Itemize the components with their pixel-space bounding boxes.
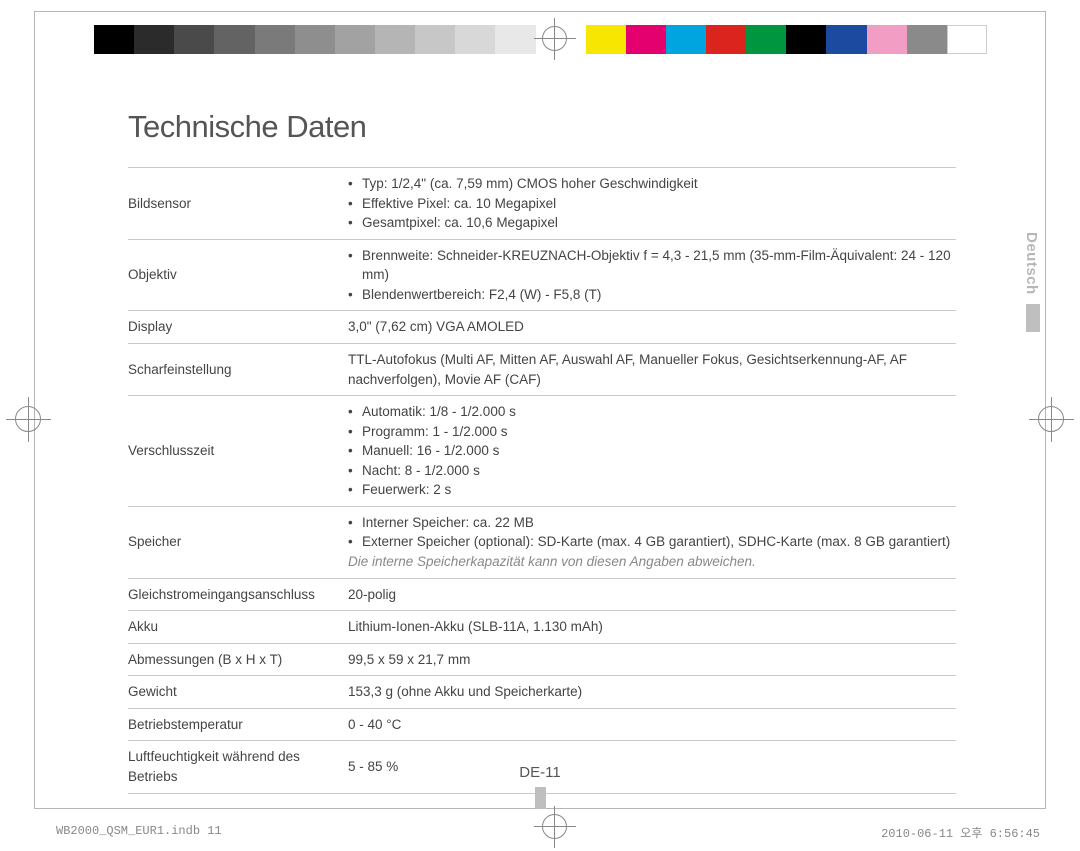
color-swatch [947, 25, 987, 54]
color-swatch [626, 25, 666, 54]
color-swatch [214, 25, 254, 54]
spec-value: Brennweite: Schneider-KREUZNACH-Objektiv… [348, 239, 956, 311]
spec-bullet: Gesamtpixel: ca. 10,6 Megapixel [348, 213, 956, 233]
language-tab: Deutsch [1022, 220, 1046, 340]
color-swatch [786, 25, 826, 54]
spec-key: Gleichstromeingangsanschluss [128, 578, 348, 611]
spec-bullet: Manuell: 16 - 1/2.000 s [348, 441, 956, 461]
color-swatch [706, 25, 746, 54]
table-row: Gleichstromeingangsanschluss20-polig [128, 578, 956, 611]
spec-key: Scharfeinstellung [128, 343, 348, 395]
color-swatch [907, 25, 947, 54]
color-swatch [174, 25, 214, 54]
table-row: Display3,0" (7,62 cm) VGA AMOLED [128, 311, 956, 344]
color-swatch [295, 25, 335, 54]
spec-value: 3,0" (7,62 cm) VGA AMOLED [348, 311, 956, 344]
spec-bullet: Feuerwerk: 2 s [348, 480, 956, 500]
registration-mark-top [534, 18, 576, 60]
color-swatch [746, 25, 786, 54]
spec-key: Gewicht [128, 676, 348, 709]
table-row: SpeicherInterner Speicher: ca. 22 MBExte… [128, 506, 956, 578]
page-number: DE-11 [519, 764, 560, 781]
spec-value: 0 - 40 °C [348, 708, 956, 741]
color-swatch [415, 25, 455, 54]
table-row: VerschlusszeitAutomatik: 1/8 - 1/2.000 s… [128, 396, 956, 507]
spec-value: Lithium-Ionen-Akku (SLB-11A, 1.130 mAh) [348, 611, 956, 644]
spec-bullet: Automatik: 1/8 - 1/2.000 s [348, 402, 956, 422]
spec-key: Display [128, 311, 348, 344]
spec-table: BildsensorTyp: 1/2,4" (ca. 7,59 mm) CMOS… [128, 167, 956, 794]
page-number-block: DE-11 [0, 764, 1080, 809]
spec-value: Interner Speicher: ca. 22 MBExterner Spe… [348, 506, 956, 578]
spec-bullet: Nacht: 8 - 1/2.000 s [348, 461, 956, 481]
spec-key: Bildsensor [128, 168, 348, 240]
color-swatch [495, 25, 535, 54]
spec-bullet: Blendenwertbereich: F2,4 (W) - F5,8 (T) [348, 285, 956, 305]
spec-key: Akku [128, 611, 348, 644]
spec-bullet: Brennweite: Schneider-KREUZNACH-Objektiv… [348, 246, 956, 285]
registration-mark-left [6, 397, 51, 442]
color-swatch [455, 25, 495, 54]
table-row: ObjektivBrennweite: Schneider-KREUZNACH-… [128, 239, 956, 311]
spec-bullet: Typ: 1/2,4" (ca. 7,59 mm) CMOS hoher Ges… [348, 174, 956, 194]
footer-filename: WB2000_QSM_EUR1.indb 11 [56, 824, 222, 838]
language-tab-bar [1026, 304, 1040, 332]
color-swatch [826, 25, 866, 54]
spec-key: Verschlusszeit [128, 396, 348, 507]
page-title: Technische Daten [128, 109, 956, 145]
spec-value: 153,3 g (ohne Akku und Speicherkarte) [348, 676, 956, 709]
spec-note: Die interne Speicherkapazität kann von d… [348, 552, 956, 572]
color-swatch [586, 25, 626, 54]
table-row: Betriebstemperatur0 - 40 °C [128, 708, 956, 741]
spec-value: 20-polig [348, 578, 956, 611]
spec-key: Betriebstemperatur [128, 708, 348, 741]
spec-value: 99,5 x 59 x 21,7 mm [348, 643, 956, 676]
footer-timestamp: 2010-06-11 오후 6:56:45 [881, 824, 1040, 841]
table-row: Abmessungen (B x H x T)99,5 x 59 x 21,7 … [128, 643, 956, 676]
spec-value: TTL-Autofokus (Multi AF, Mitten AF, Ausw… [348, 343, 956, 395]
spec-bullet: Externer Speicher (optional): SD-Karte (… [348, 532, 956, 552]
spec-bullet: Interner Speicher: ca. 22 MB [348, 513, 956, 533]
table-row: AkkuLithium-Ionen-Akku (SLB-11A, 1.130 m… [128, 611, 956, 644]
spec-bullet: Effektive Pixel: ca. 10 Megapixel [348, 194, 956, 214]
spec-key: Abmessungen (B x H x T) [128, 643, 348, 676]
color-swatch [375, 25, 415, 54]
table-row: ScharfeinstellungTTL-Autofokus (Multi AF… [128, 343, 956, 395]
color-swatch [134, 25, 174, 54]
color-swatch [94, 25, 134, 54]
table-row: Gewicht153,3 g (ohne Akku und Speicherka… [128, 676, 956, 709]
spec-bullet: Programm: 1 - 1/2.000 s [348, 422, 956, 442]
spec-key: Objektiv [128, 239, 348, 311]
registration-mark-right [1029, 397, 1074, 442]
spec-key: Speicher [128, 506, 348, 578]
language-label: Deutsch [1023, 232, 1040, 295]
spec-value: Automatik: 1/8 - 1/2.000 sProgramm: 1 - … [348, 396, 956, 507]
spec-value: Typ: 1/2,4" (ca. 7,59 mm) CMOS hoher Ges… [348, 168, 956, 240]
color-swatch [335, 25, 375, 54]
table-row: BildsensorTyp: 1/2,4" (ca. 7,59 mm) CMOS… [128, 168, 956, 240]
page-content: Technische Daten BildsensorTyp: 1/2,4" (… [128, 109, 956, 794]
color-swatch [666, 25, 706, 54]
registration-mark-bottom [534, 806, 576, 848]
color-swatch [255, 25, 295, 54]
color-swatch [867, 25, 907, 54]
